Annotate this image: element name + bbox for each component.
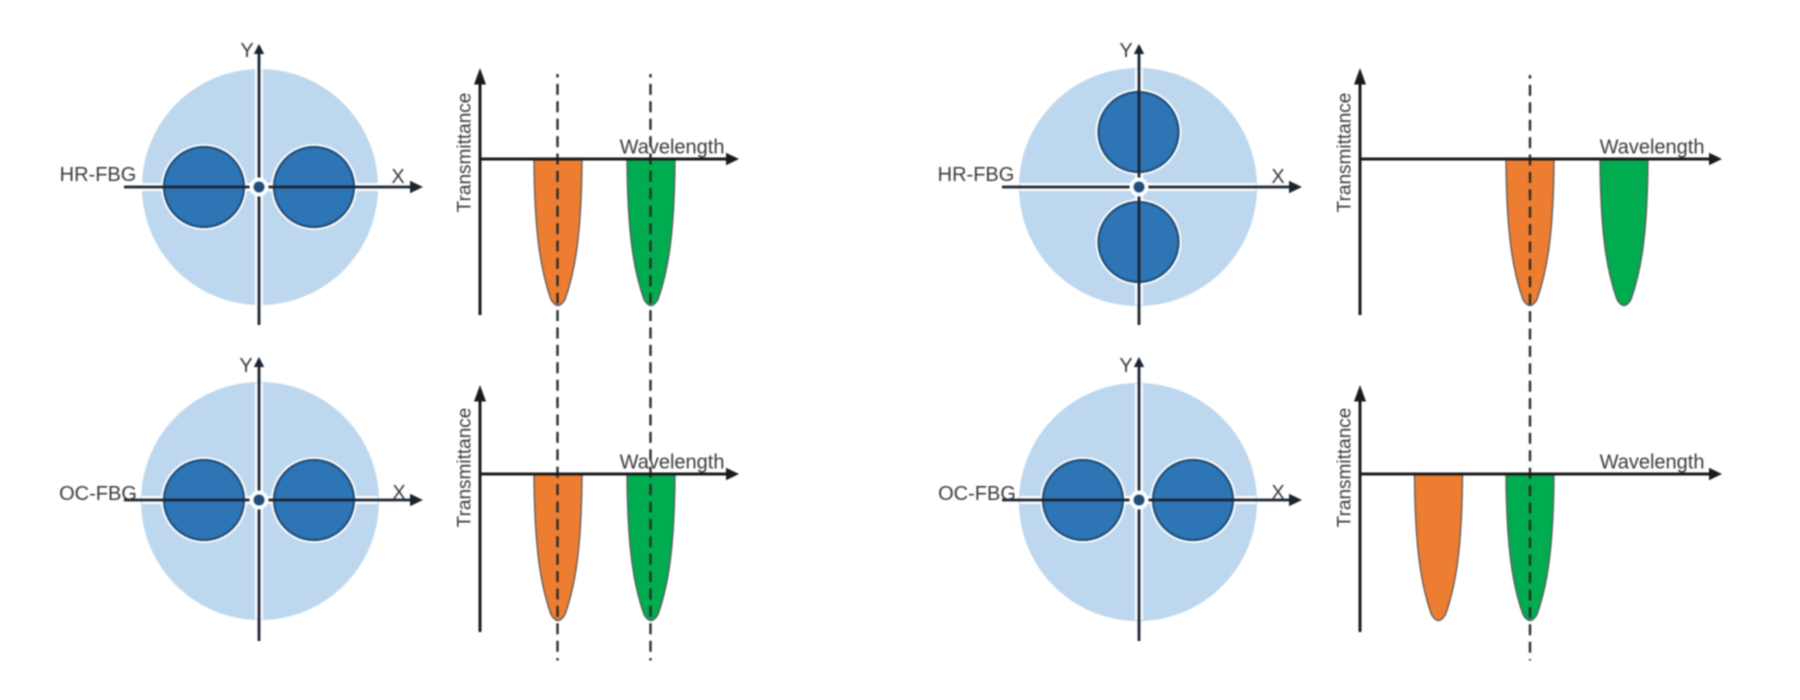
svg-text:Y: Y bbox=[240, 40, 253, 62]
svg-text:Transmittance: Transmittance bbox=[1335, 93, 1356, 213]
svg-text:Transmittance: Transmittance bbox=[455, 408, 476, 528]
svg-text:Wavelength: Wavelength bbox=[1600, 452, 1705, 474]
svg-text:Y: Y bbox=[1119, 355, 1132, 377]
svg-text:X: X bbox=[391, 166, 404, 188]
svg-text:X: X bbox=[1271, 482, 1284, 504]
svg-text:HR-FBG: HR-FBG bbox=[60, 164, 137, 186]
svg-text:OC-FBG: OC-FBG bbox=[938, 483, 1016, 505]
svg-text:Wavelength: Wavelength bbox=[620, 137, 725, 159]
svg-text:Y: Y bbox=[1119, 40, 1132, 62]
svg-text:Transmittance: Transmittance bbox=[1335, 408, 1356, 528]
svg-text:OC-FBG: OC-FBG bbox=[59, 483, 137, 505]
svg-text:X: X bbox=[392, 482, 405, 504]
svg-text:Y: Y bbox=[239, 355, 252, 377]
svg-text:Transmittance: Transmittance bbox=[455, 93, 476, 213]
svg-text:X: X bbox=[1271, 166, 1284, 188]
svg-text:Wavelength: Wavelength bbox=[1600, 137, 1705, 159]
svg-text:Wavelength: Wavelength bbox=[620, 452, 725, 474]
svg-text:HR-FBG: HR-FBG bbox=[938, 164, 1015, 186]
